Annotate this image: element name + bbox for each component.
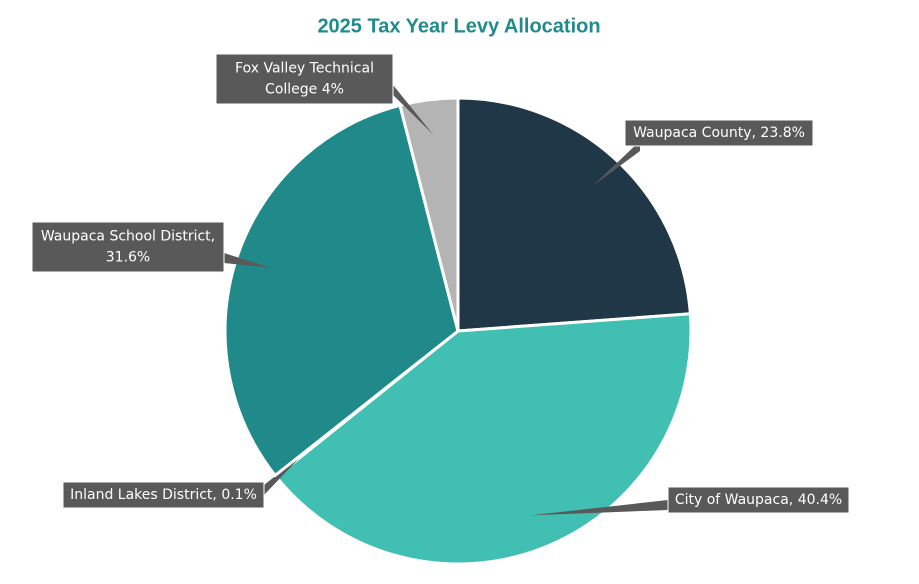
pie-slice (398, 96, 460, 332)
chart-title: 2025 Tax Year Levy Allocation (317, 15, 600, 37)
data-label: Fox Valley Technical (235, 61, 374, 77)
data-label: College 4% (265, 82, 344, 98)
label-box (215, 53, 394, 105)
label-box (667, 486, 850, 514)
leader-callout (224, 253, 271, 268)
pie-slice (273, 312, 693, 566)
data-label: City of Waupaca, 40.4% (675, 492, 842, 508)
data-label: Waupaca School District, (41, 229, 215, 245)
label-box (62, 481, 265, 509)
data-label: Waupaca County, 23.8% (633, 125, 805, 141)
leader-callout (530, 500, 668, 516)
data-label: 31.6% (106, 250, 150, 266)
label-box (624, 119, 814, 147)
pie-slice (223, 103, 460, 478)
label-box (31, 221, 225, 273)
leader-callout (264, 454, 303, 495)
leader-callout (592, 141, 640, 186)
pie-slice (456, 96, 692, 333)
leader-callout (393, 85, 434, 135)
data-label: Inland Lakes District, 0.1% (70, 487, 257, 503)
